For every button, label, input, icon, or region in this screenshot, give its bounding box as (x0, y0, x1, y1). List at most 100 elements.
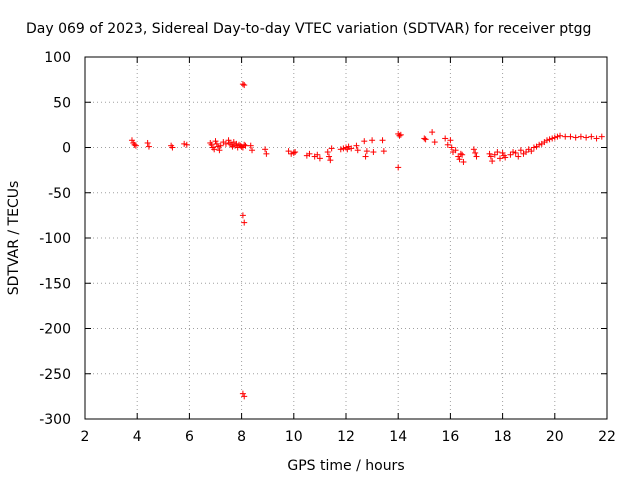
data-point (567, 133, 574, 140)
data-point (239, 212, 246, 219)
x-tick-label: 18 (494, 429, 512, 445)
data-point (361, 138, 368, 145)
data-point (456, 156, 463, 163)
grid-layer (85, 57, 607, 419)
data-point (306, 150, 313, 157)
data-point (128, 137, 135, 144)
x-tick-label: 10 (285, 429, 303, 445)
y-tick-label: 50 (53, 95, 71, 111)
data-point (215, 143, 222, 150)
data-point (354, 147, 361, 154)
x-tick-label: 6 (185, 429, 194, 445)
data-point (502, 154, 509, 161)
data-point (169, 144, 176, 151)
data-point (459, 151, 466, 158)
data-point (340, 145, 347, 152)
data-point (431, 139, 438, 146)
data-point (262, 146, 269, 153)
data-point (225, 137, 232, 144)
data-point (523, 149, 530, 156)
data-point (132, 142, 139, 149)
data-point (144, 139, 151, 146)
x-tick-label: 16 (441, 429, 459, 445)
data-point (324, 149, 331, 156)
data-point (470, 146, 477, 153)
data-point (327, 157, 334, 164)
chart-title: Day 069 of 2023, Sidereal Day-to-day VTE… (26, 21, 591, 37)
data-point (344, 146, 351, 153)
data-points (128, 81, 605, 400)
data-point (455, 153, 462, 160)
data-point (422, 136, 429, 143)
data-point (494, 149, 501, 156)
data-point (396, 132, 403, 139)
x-tick-label: 14 (389, 429, 407, 445)
x-tick-label: 20 (546, 429, 564, 445)
data-point (486, 150, 493, 157)
data-point (181, 140, 188, 147)
data-point (551, 134, 558, 141)
data-point (487, 153, 494, 160)
data-point (510, 149, 517, 156)
y-tick-label: -150 (39, 276, 71, 292)
data-point (247, 142, 254, 149)
y-tick-label: -250 (39, 367, 71, 383)
x-axis-label: GPS time / hours (287, 458, 404, 474)
data-point (213, 140, 220, 147)
data-point (183, 141, 190, 148)
data-point (241, 82, 248, 89)
data-point (457, 150, 464, 157)
data-point (379, 137, 386, 144)
data-point (507, 151, 514, 158)
data-point (496, 155, 503, 162)
data-point (285, 148, 292, 155)
data-point (353, 142, 360, 149)
data-point (442, 135, 449, 142)
data-point (530, 144, 537, 151)
y-tick-label: -200 (39, 322, 71, 338)
data-point (562, 133, 569, 140)
data-point (536, 141, 543, 148)
data-point (472, 149, 479, 156)
data-point (447, 137, 454, 144)
data-point (517, 147, 524, 154)
data-point (429, 129, 436, 136)
data-point (263, 150, 270, 157)
data-point (316, 155, 323, 162)
x-tick-label: 4 (133, 429, 142, 445)
tick-layer: 2 4 6 8 10 12 14 16 18 20 22 100 50 0 -50 -100 -150 -200 -… (39, 50, 616, 445)
data-point (557, 132, 564, 139)
y-tick-label: -50 (48, 186, 71, 202)
data-point (499, 149, 506, 156)
data-point (369, 137, 376, 144)
data-point (397, 131, 404, 138)
data-point (242, 142, 249, 149)
data-point (528, 148, 535, 155)
y-tick-label: -300 (39, 412, 71, 428)
data-point (577, 133, 584, 140)
data-point (217, 142, 224, 149)
data-point (145, 143, 152, 150)
data-point (249, 147, 256, 154)
data-point (348, 145, 355, 152)
data-point (239, 390, 246, 397)
x-tick-label: 12 (337, 429, 355, 445)
data-point (288, 150, 295, 157)
data-point (370, 149, 377, 156)
data-point (211, 146, 218, 153)
data-point (222, 140, 229, 147)
data-point (452, 147, 459, 154)
data-point (229, 143, 236, 150)
data-point (572, 134, 579, 141)
data-point (216, 147, 223, 154)
y-tick-label: -100 (39, 231, 71, 247)
x-tick-label: 8 (237, 429, 246, 445)
data-point (444, 141, 451, 148)
data-point (337, 146, 344, 153)
data-point (208, 141, 215, 148)
data-point (583, 134, 590, 141)
data-point (448, 144, 455, 151)
y-tick-label: 0 (62, 141, 71, 157)
data-point (212, 138, 219, 145)
